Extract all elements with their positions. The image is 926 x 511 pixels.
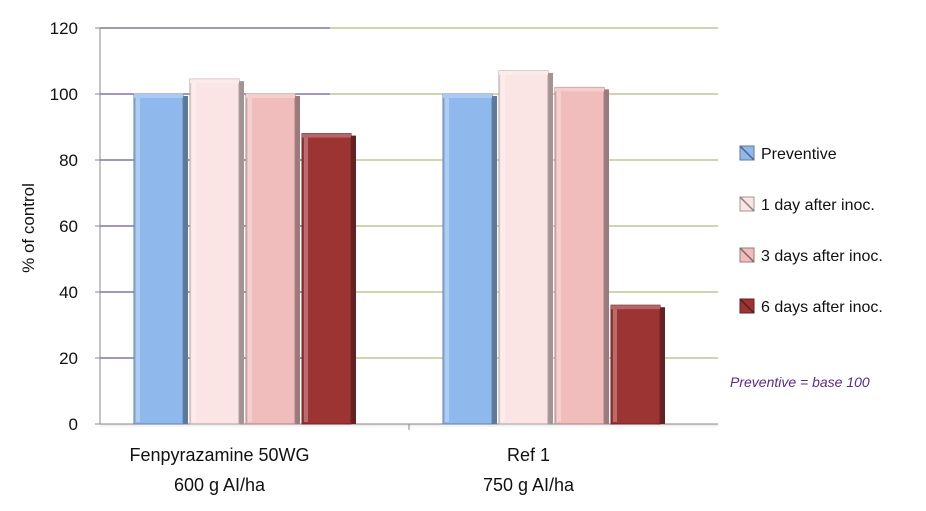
bar-body bbox=[301, 133, 352, 425]
bar-highlight bbox=[304, 135, 308, 422]
bar bbox=[610, 304, 665, 425]
bar-body bbox=[610, 304, 661, 425]
bar-body bbox=[442, 93, 493, 425]
bar-body bbox=[498, 70, 549, 425]
legend-item: 6 days after inoc. bbox=[739, 298, 883, 316]
y-tick-label: 120 bbox=[50, 19, 78, 38]
bar-top bbox=[443, 94, 492, 98]
legend: Preventive 1 day after inoc. 3 days after … bbox=[739, 145, 883, 316]
bar-side bbox=[237, 81, 244, 425]
legend-swatch-bevel bbox=[739, 145, 755, 161]
bar-highlight bbox=[501, 72, 505, 423]
bar-body bbox=[554, 86, 605, 425]
bar bbox=[442, 93, 497, 425]
legend-label: 3 days after inoc. bbox=[761, 248, 883, 265]
bar-top bbox=[611, 305, 660, 310]
bar-highlight bbox=[192, 81, 196, 423]
bar-highlight bbox=[445, 96, 449, 422]
legend-label: Preventive bbox=[761, 146, 837, 163]
y-tick-label: 60 bbox=[59, 217, 78, 236]
bar-side bbox=[293, 96, 300, 424]
bar-side bbox=[349, 135, 356, 424]
x-category-label: Fenpyrazamine 50WG bbox=[129, 445, 309, 465]
bar-highlight bbox=[613, 307, 617, 422]
bar bbox=[189, 78, 244, 425]
bar-highlight bbox=[136, 96, 140, 422]
x-category-label: 600 g AI/ha bbox=[174, 475, 266, 495]
legend-swatch-bevel bbox=[739, 196, 755, 212]
bar-side bbox=[658, 307, 665, 424]
bar-side bbox=[602, 89, 609, 425]
legend-swatch-bevel bbox=[739, 247, 755, 263]
y-tick-label: 40 bbox=[59, 283, 78, 302]
bar-top bbox=[246, 94, 295, 98]
bar-body bbox=[133, 93, 184, 425]
y-tick-label: 100 bbox=[50, 85, 78, 104]
y-axis-label: % of control bbox=[19, 183, 38, 273]
bar bbox=[554, 86, 609, 425]
x-axis-categories: Fenpyrazamine 50WG 600 g AI/ha Ref 1 750 g … bbox=[129, 445, 575, 495]
bar-top bbox=[555, 87, 604, 92]
legend-item: 3 days after inoc. bbox=[739, 247, 883, 265]
bar-top bbox=[499, 70, 548, 75]
legend-swatch-bevel bbox=[739, 298, 755, 314]
bar-top bbox=[190, 79, 239, 84]
bar-top bbox=[302, 133, 351, 138]
bar bbox=[245, 93, 300, 425]
bars bbox=[133, 70, 665, 425]
bar-side bbox=[181, 96, 188, 424]
legend-item: Preventive bbox=[739, 145, 837, 163]
bar-side bbox=[546, 72, 553, 425]
bar-body bbox=[189, 78, 240, 425]
annotation-note: Preventive = base 100 bbox=[730, 374, 870, 390]
bar-side bbox=[490, 96, 497, 424]
legend-item: 1 day after inoc. bbox=[739, 196, 875, 214]
bar bbox=[301, 133, 356, 425]
legend-label: 1 day after inoc. bbox=[761, 197, 875, 214]
bar-top bbox=[134, 94, 183, 98]
y-tick-label: 80 bbox=[59, 151, 78, 170]
bar bbox=[498, 70, 553, 425]
y-axis-ticks: 0 20 40 60 80 100 120 bbox=[50, 19, 100, 434]
bar-highlight bbox=[248, 96, 252, 422]
legend-label: 6 days after inoc. bbox=[761, 299, 883, 316]
x-category-label: Ref 1 bbox=[507, 445, 550, 465]
y-tick-label: 0 bbox=[69, 415, 78, 434]
bar-highlight bbox=[557, 89, 561, 423]
y-tick-label: 20 bbox=[59, 349, 78, 368]
bar-body bbox=[245, 93, 296, 425]
x-category-label: 750 g AI/ha bbox=[483, 475, 575, 495]
bar bbox=[133, 93, 188, 425]
